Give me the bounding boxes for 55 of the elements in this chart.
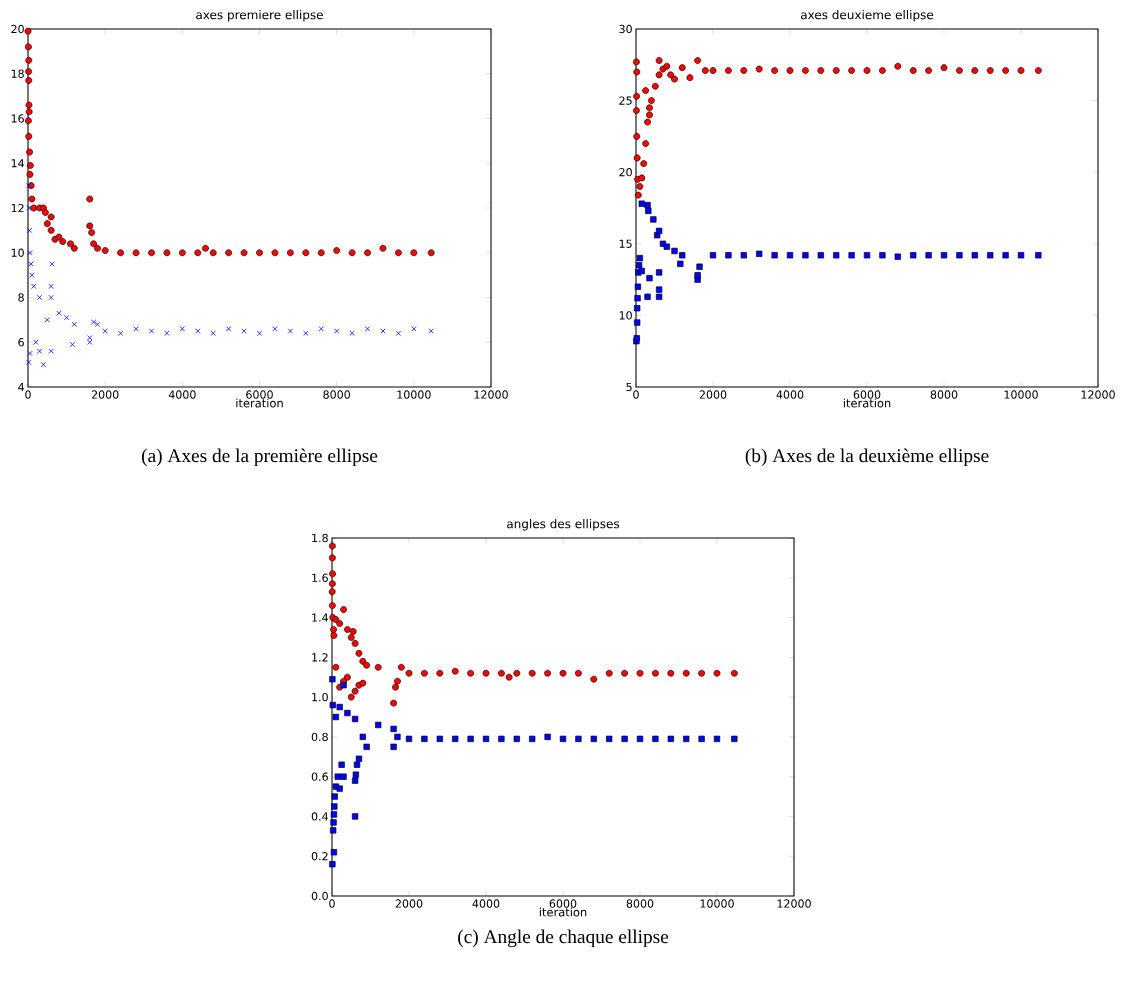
y-tick-label: 30	[619, 24, 632, 34]
y-tick-label: 0.6	[311, 772, 328, 781]
chart-title: axes premiere ellipse	[196, 10, 323, 22]
x-tick-label: 2000	[395, 899, 423, 908]
y-tick-label: 1.0	[312, 692, 328, 702]
y-tick-label: 16	[11, 114, 24, 123]
y-tick-label: 10	[11, 248, 24, 257]
x-tick-label: 2000	[699, 390, 727, 399]
y-tick-label: 14	[11, 159, 24, 168]
x-tick-label: 10000	[1004, 390, 1038, 399]
x-tick-label: 2000	[91, 390, 119, 399]
x-tick-label: 12000	[777, 899, 811, 908]
x-tick-label: 4000	[776, 390, 804, 399]
x-axis-title: iteration	[539, 907, 587, 917]
y-tick-label: 15	[619, 239, 632, 248]
chart-title: axes deuxieme ellipse	[800, 10, 934, 22]
x-tick-label: 4000	[168, 390, 196, 399]
x-axis-title: iteration	[236, 398, 283, 408]
y-tick-label: 8	[18, 293, 24, 302]
x-tick-label: 8000	[626, 899, 654, 908]
x-tick-label: 12000	[474, 390, 508, 399]
y-tick-label: 0.4	[311, 812, 329, 821]
y-tick-label: 1.4	[312, 613, 329, 622]
y-tick-label: 0.8	[311, 732, 328, 742]
y-tick-label: 1.8	[312, 533, 328, 543]
x-tick-label: 0	[633, 390, 639, 399]
x-tick-label: 10000	[397, 390, 431, 399]
y-tick-label: 5	[626, 382, 632, 392]
x-tick-label: 0	[25, 390, 31, 399]
x-tick-label: 8000	[323, 390, 350, 399]
y-tick-label: 25	[619, 96, 632, 105]
x-axis-title: iteration	[843, 398, 891, 408]
x-tick-label: 0	[329, 899, 335, 908]
x-tick-label: 6000	[853, 390, 881, 399]
y-tick-label: 20	[619, 168, 632, 177]
y-tick-label: 0.0	[311, 891, 328, 901]
y-tick-label: 6	[18, 338, 24, 347]
y-tick-label: 1.6	[312, 573, 328, 582]
text: (a) Axes de la première ellipse	[142, 448, 378, 467]
x-tick-label: 6000	[549, 899, 577, 908]
text: (b) Axes de la deuxième ellipse	[745, 448, 989, 467]
y-tick-label: 10	[619, 311, 632, 320]
y-tick-label: 1.2	[312, 653, 328, 662]
y-tick-label: 4	[18, 382, 25, 392]
x-tick-label: 12000	[1081, 390, 1115, 399]
x-tick-label: 8000	[930, 390, 958, 399]
x-tick-label: 6000	[246, 390, 273, 399]
text: (c) Angle de chaque ellipse	[458, 929, 669, 948]
x-tick-label: 10000	[700, 899, 734, 908]
y-tick-label: 0.2	[311, 852, 328, 861]
chart-title: angles des ellipses	[507, 519, 620, 531]
y-tick-label: 18	[11, 69, 24, 78]
y-tick-label: 12	[11, 203, 24, 213]
x-tick-label: 4000	[472, 899, 500, 908]
y-tick-label: 20	[11, 24, 24, 34]
